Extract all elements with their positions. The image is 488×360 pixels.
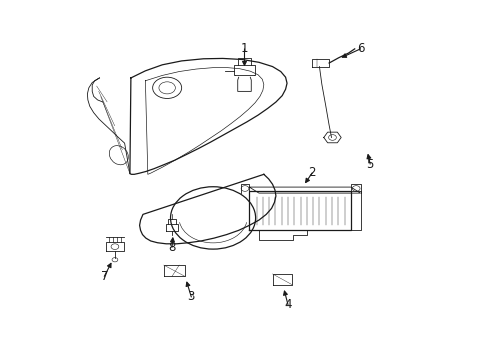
- Text: 2: 2: [308, 166, 315, 179]
- Text: 6: 6: [356, 42, 364, 55]
- Text: 1: 1: [240, 42, 248, 55]
- Text: 7: 7: [101, 270, 108, 283]
- Text: 5: 5: [366, 158, 373, 171]
- Text: 4: 4: [284, 298, 291, 311]
- Text: 3: 3: [187, 291, 195, 303]
- Text: 8: 8: [168, 241, 175, 254]
